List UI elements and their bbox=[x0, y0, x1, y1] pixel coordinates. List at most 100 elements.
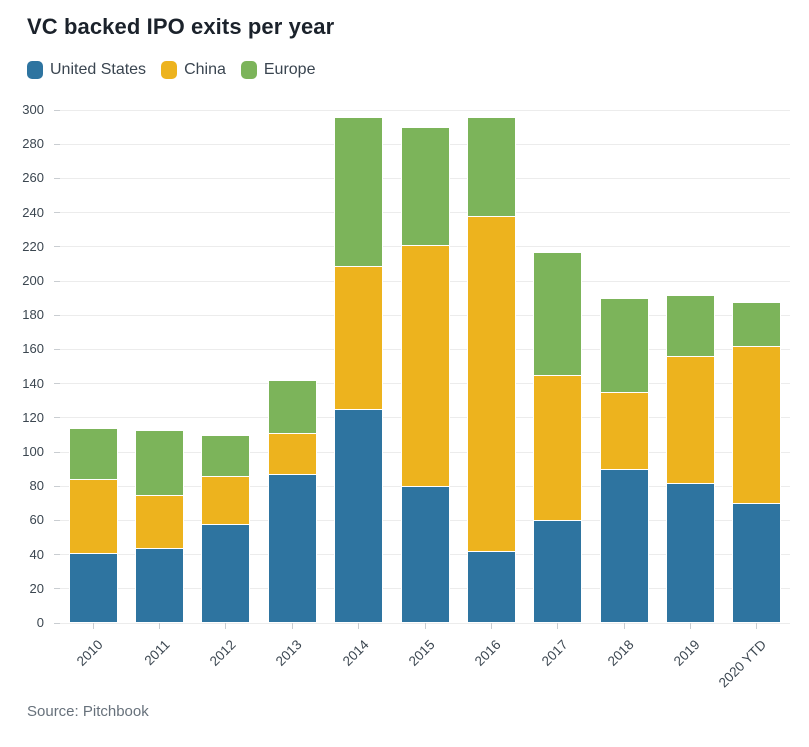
bar-segment-united-states bbox=[732, 503, 782, 623]
x-axis-label: 2011 bbox=[141, 637, 173, 669]
x-axis-label: 2014 bbox=[339, 637, 372, 669]
y-axis-tick bbox=[54, 246, 60, 248]
chart-area: 0 20 40 60 80 100 120 140 160 180 200 220 240 260 280 3… bbox=[22, 102, 790, 691]
bar-segment-china bbox=[334, 265, 384, 411]
y-axis-label: 60 bbox=[29, 512, 44, 528]
bar-segment-united-states bbox=[68, 552, 118, 623]
bar-segment-europe bbox=[400, 127, 450, 247]
x-axis-tick bbox=[159, 623, 161, 629]
y-axis-label: 220 bbox=[22, 238, 44, 254]
y-axis-label: 180 bbox=[22, 307, 44, 323]
legend-swatch-united-states bbox=[27, 61, 43, 79]
y-axis-label: 40 bbox=[29, 546, 44, 562]
gridline-y-300 bbox=[60, 109, 790, 111]
x-axis-tick bbox=[756, 623, 758, 629]
bar-2019 bbox=[665, 110, 715, 623]
x-axis-label: 2017 bbox=[538, 637, 571, 669]
legend-swatch-europe bbox=[240, 61, 257, 79]
bar-2010 bbox=[68, 110, 118, 623]
y-axis-tick bbox=[54, 417, 60, 419]
legend-label: China bbox=[184, 61, 226, 78]
chart-title: VC backed IPO exits per year bbox=[27, 14, 335, 39]
x-axis-tick bbox=[424, 623, 426, 629]
x-axis-tick bbox=[689, 623, 691, 629]
bar-segment-china bbox=[267, 433, 317, 476]
y-axis-tick bbox=[54, 451, 60, 453]
bar-2013 bbox=[267, 110, 317, 623]
bar-segment-china bbox=[665, 356, 715, 484]
x-axis-tick bbox=[557, 623, 559, 629]
bar-2011 bbox=[135, 110, 185, 623]
y-axis-label: 160 bbox=[22, 341, 44, 357]
bar-segment-europe bbox=[665, 294, 715, 358]
legend-label: United States bbox=[50, 61, 147, 78]
bar-2020-ytd bbox=[732, 110, 782, 623]
bar-segment-china bbox=[201, 475, 251, 525]
legend-item-china: China bbox=[161, 61, 226, 79]
bar-segment-china bbox=[732, 346, 782, 505]
bar-segment-europe bbox=[732, 301, 782, 347]
x-axis-label: 2013 bbox=[273, 637, 305, 669]
y-axis-tick bbox=[54, 348, 60, 350]
bar-segment-europe bbox=[466, 116, 516, 218]
bar-2017 bbox=[533, 110, 583, 623]
bar-segment-europe bbox=[135, 429, 185, 496]
x-axis-label: 2019 bbox=[671, 637, 704, 669]
x-axis-tick bbox=[358, 623, 360, 629]
x-axis-tick bbox=[490, 623, 492, 629]
y-axis-tick bbox=[54, 143, 60, 145]
source-caption: Source: Pitchbook bbox=[27, 703, 149, 720]
bar-segment-united-states bbox=[665, 482, 715, 623]
y-axis-tick bbox=[54, 519, 60, 521]
bar-segment-europe bbox=[68, 428, 118, 481]
legend-label: Europe bbox=[263, 61, 316, 78]
y-axis-label: 200 bbox=[22, 273, 44, 288]
legend-item-united-states: United States bbox=[27, 61, 146, 79]
bar-segment-china bbox=[533, 375, 583, 522]
bar-segment-europe bbox=[267, 380, 317, 435]
y-axis-tick bbox=[54, 622, 60, 624]
bar-segment-china bbox=[599, 392, 649, 471]
y-axis-label: 100 bbox=[22, 444, 44, 459]
y-axis-tick bbox=[54, 554, 60, 556]
bar-segment-europe bbox=[599, 298, 649, 394]
bar-segment-china bbox=[68, 479, 118, 554]
bar-segment-europe bbox=[533, 251, 583, 377]
y-axis-label: 20 bbox=[29, 580, 44, 596]
legend-swatch-china bbox=[161, 61, 178, 79]
y-axis-label: 120 bbox=[22, 409, 44, 425]
y-axis-label: 0 bbox=[36, 615, 44, 630]
x-axis-label: 2016 bbox=[472, 637, 504, 669]
bar-2015 bbox=[400, 110, 450, 623]
y-axis-tick bbox=[54, 212, 60, 214]
bar-segment-united-states bbox=[201, 523, 251, 623]
bar-segment-europe bbox=[201, 434, 251, 477]
y-axis-label: 300 bbox=[22, 102, 44, 117]
plot-area bbox=[60, 109, 790, 624]
y-axis-tick bbox=[54, 280, 60, 282]
y-axis-tick bbox=[54, 588, 60, 590]
legend-item-europe: Europe bbox=[240, 61, 316, 79]
bar-segment-united-states bbox=[533, 520, 583, 623]
x-axis-tick bbox=[92, 623, 94, 629]
bar-segment-europe bbox=[334, 116, 384, 267]
x-axis-label: 2012 bbox=[206, 637, 239, 669]
bar-2014 bbox=[334, 110, 384, 623]
x-axis-label: 2020 YTD bbox=[716, 637, 770, 691]
bar-2018 bbox=[599, 110, 649, 623]
bar-segment-china bbox=[466, 216, 516, 553]
legend: United States China Europe bbox=[27, 61, 315, 79]
x-axis-tick bbox=[291, 623, 293, 629]
bar-segment-united-states bbox=[267, 474, 317, 623]
y-axis-tick bbox=[54, 177, 60, 179]
y-axis-label: 280 bbox=[22, 136, 44, 152]
y-axis-label: 80 bbox=[29, 478, 44, 494]
y-axis-tick bbox=[54, 485, 60, 487]
bar-segment-united-states bbox=[466, 551, 516, 623]
bar-segment-united-states bbox=[334, 409, 384, 623]
y-axis-tick bbox=[54, 109, 60, 111]
bar-segment-united-states bbox=[135, 547, 185, 623]
bar-2016 bbox=[466, 110, 516, 623]
bar-segment-united-states bbox=[599, 469, 649, 623]
